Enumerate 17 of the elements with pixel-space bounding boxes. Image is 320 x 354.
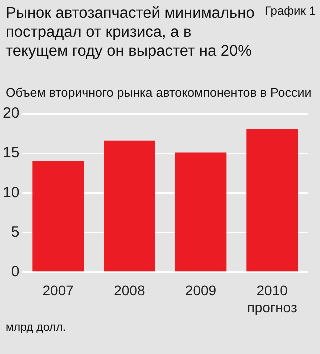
y-tick-label: 10 — [2, 184, 20, 202]
y-tick-label: 20 — [2, 105, 20, 122]
bar — [175, 152, 227, 272]
y-tick-label: 5 — [11, 224, 20, 241]
bar — [104, 140, 156, 272]
x-tick-label: 2010 прогноз — [247, 282, 298, 316]
x-tick-label: 2007 — [42, 282, 74, 299]
bar — [32, 162, 84, 272]
text: График 1 — [264, 4, 316, 18]
y-axis-title: млрд долл. — [6, 322, 66, 334]
x-tick-label: 2009 — [185, 282, 217, 299]
y-tick-label: 0 — [11, 264, 20, 281]
y-tick-label: 15 — [2, 144, 20, 162]
x-tick-label: 2008 — [114, 282, 146, 299]
chart-subtitle: Объем вторичного рынка автокомпонентов в России — [6, 86, 312, 100]
chart-title: Рынок автозапчастей минимально пострадал от кризиса, а в текущем году он вырастет на 20% — [6, 4, 256, 61]
bar — [246, 129, 298, 272]
